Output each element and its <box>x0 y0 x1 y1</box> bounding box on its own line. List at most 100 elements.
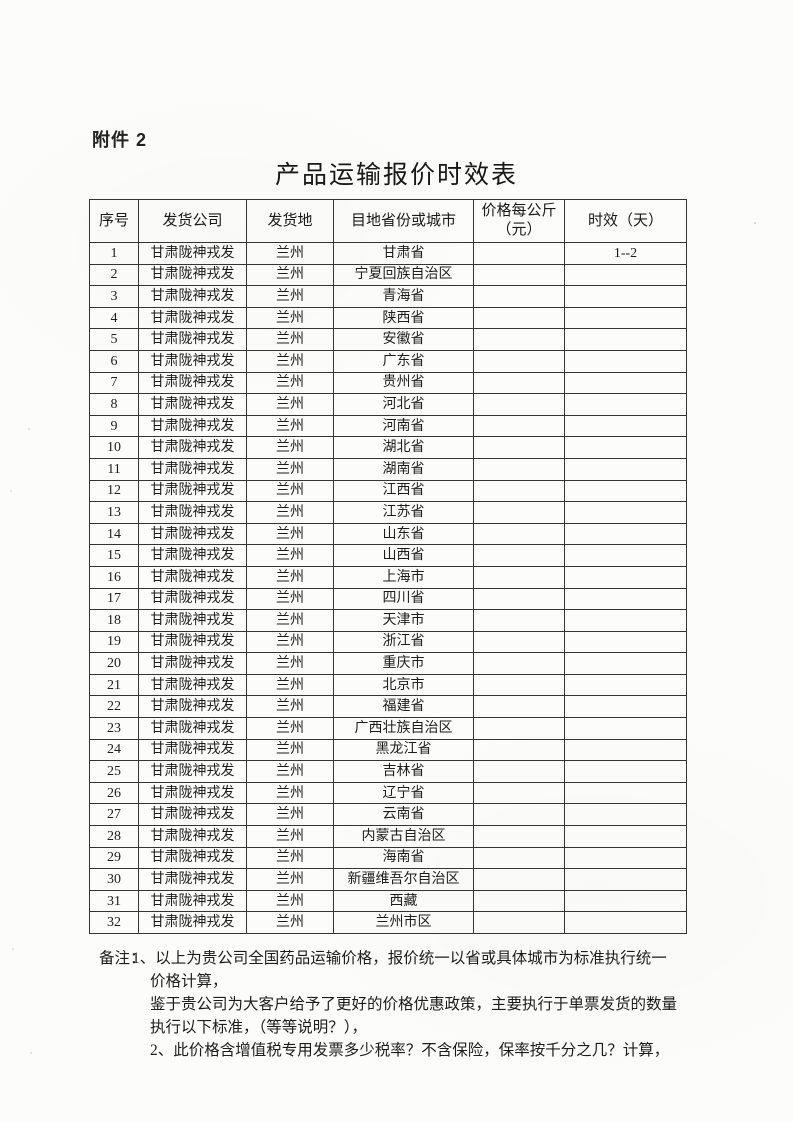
cell-price <box>473 306 565 330</box>
cell-price <box>473 436 565 459</box>
cell-price <box>473 609 565 632</box>
cell-no: 29 <box>89 846 139 870</box>
cell-price <box>473 825 565 848</box>
cell-destination: 福建省 <box>333 695 474 719</box>
cell-price <box>473 889 565 913</box>
cell-company: 甘肃陇神戎发 <box>138 587 247 611</box>
cell-origin: 兰州 <box>246 479 334 503</box>
scan-artifacts <box>0 0 2 2</box>
cell-price <box>473 371 565 395</box>
cell-no: 16 <box>89 565 139 589</box>
cell-company: 甘肃陇神戎发 <box>138 846 247 870</box>
cell-days: 1--2 <box>564 242 687 265</box>
cell-price <box>473 479 565 503</box>
cell-no: 14 <box>89 522 139 546</box>
cell-no: 3 <box>89 285 139 308</box>
cell-days <box>564 544 687 567</box>
table-row: 24 甘肃陇神戎发 兰州 黑龙江省 <box>89 738 687 762</box>
cell-days <box>564 911 687 934</box>
table-row: 5 甘肃陇神戎发 兰州 安徽省 <box>89 328 687 351</box>
cell-no: 1 <box>89 242 139 265</box>
cell-company: 甘肃陇神戎发 <box>138 565 247 589</box>
cell-destination: 安徽省 <box>333 328 474 351</box>
cell-days <box>564 285 687 308</box>
cell-origin: 兰州 <box>246 393 334 416</box>
cell-price <box>473 263 565 287</box>
col-header-origin: 发货地 <box>246 199 334 243</box>
quotation-table: 序号 发货公司 发货地 目地省份或城市 价格每公斤 （元） 时效（天） 1 甘肃… <box>89 199 687 934</box>
cell-days <box>564 652 687 675</box>
cell-destination: 青海省 <box>333 285 474 308</box>
table-row: 28 甘肃陇神戎发 兰州 内蒙古自治区 <box>89 825 687 848</box>
cell-origin: 兰州 <box>246 565 334 589</box>
table-row: 2 甘肃陇神戎发 兰州 宁夏回族自治区 <box>89 263 687 287</box>
cell-origin: 兰州 <box>246 781 334 805</box>
cell-company: 甘肃陇神戎发 <box>138 414 247 438</box>
cell-days <box>564 825 687 848</box>
cell-origin: 兰州 <box>246 522 334 546</box>
cell-destination: 辽宁省 <box>333 781 474 805</box>
cell-origin: 兰州 <box>246 263 334 287</box>
cell-company: 甘肃陇神戎发 <box>138 242 247 265</box>
col-header-destination: 目地省份或城市 <box>333 199 474 243</box>
cell-destination: 吉林省 <box>333 760 474 783</box>
cell-price <box>473 781 565 805</box>
cell-company: 甘肃陇神戎发 <box>138 457 247 481</box>
cell-origin: 兰州 <box>246 371 334 395</box>
cell-price <box>473 738 565 762</box>
table-header: 序号 发货公司 发货地 目地省份或城市 价格每公斤 （元） 时效（天） <box>89 199 687 243</box>
cell-destination: 海南省 <box>333 846 474 870</box>
cell-company: 甘肃陇神戎发 <box>138 306 247 330</box>
note-item-1: 1、以上为贵公司全国药品运输价格，报价统一以省或具体城市为标准执行统一 <box>132 950 667 967</box>
cell-days <box>564 565 687 589</box>
cell-price <box>473 803 565 827</box>
cell-destination: 新疆维吾尔自治区 <box>333 868 474 891</box>
cell-days <box>564 436 687 459</box>
cell-no: 15 <box>89 544 139 567</box>
cell-destination: 江苏省 <box>333 501 474 524</box>
cell-origin: 兰州 <box>246 911 334 934</box>
cell-no: 19 <box>89 630 139 654</box>
cell-no: 32 <box>89 911 139 934</box>
cell-no: 31 <box>89 889 139 913</box>
cell-company: 甘肃陇神戎发 <box>138 263 247 287</box>
cell-origin: 兰州 <box>246 673 334 697</box>
cell-price <box>473 349 565 373</box>
cell-origin: 兰州 <box>246 414 334 438</box>
cell-company: 甘肃陇神戎发 <box>138 717 247 740</box>
cell-days <box>564 717 687 740</box>
cell-origin: 兰州 <box>246 717 334 740</box>
cell-company: 甘肃陇神戎发 <box>138 695 247 719</box>
col-header-no: 序号 <box>89 199 139 243</box>
note-line: 执行以下标准，（等等说明？）， <box>150 1019 368 1036</box>
cell-no: 6 <box>89 349 139 373</box>
cell-company: 甘肃陇神戎发 <box>138 825 247 848</box>
cell-no: 25 <box>89 760 139 783</box>
col-header-days: 时效（天） <box>564 199 687 243</box>
cell-days <box>564 889 687 913</box>
cell-days <box>564 501 687 524</box>
cell-no: 4 <box>89 306 139 330</box>
cell-origin: 兰州 <box>246 436 334 459</box>
table-row: 13 甘肃陇神戎发 兰州 江苏省 <box>89 501 687 524</box>
cell-origin: 兰州 <box>246 501 334 524</box>
cell-price <box>473 457 565 481</box>
cell-days <box>564 760 687 783</box>
cell-origin: 兰州 <box>246 846 334 870</box>
cell-no: 23 <box>89 717 139 740</box>
table-row: 29 甘肃陇神戎发 兰州 海南省 <box>89 846 687 870</box>
header-row: 序号 发货公司 发货地 目地省份或城市 价格每公斤 （元） 时效（天） <box>89 199 687 243</box>
cell-days <box>564 263 687 287</box>
table-row: 11 甘肃陇神戎发 兰州 湖南省 <box>89 457 687 481</box>
cell-destination: 河南省 <box>333 414 474 438</box>
cell-price <box>473 760 565 783</box>
cell-destination: 上海市 <box>333 565 474 589</box>
cell-destination: 西藏 <box>333 889 474 913</box>
cell-days <box>564 738 687 762</box>
cell-destination: 甘肃省 <box>333 242 474 265</box>
cell-company: 甘肃陇神戎发 <box>138 889 247 913</box>
cell-destination: 北京市 <box>333 673 474 697</box>
table-row: 25 甘肃陇神戎发 兰州 吉林省 <box>89 760 687 783</box>
cell-destination: 广东省 <box>333 349 474 373</box>
cell-days <box>564 609 687 632</box>
